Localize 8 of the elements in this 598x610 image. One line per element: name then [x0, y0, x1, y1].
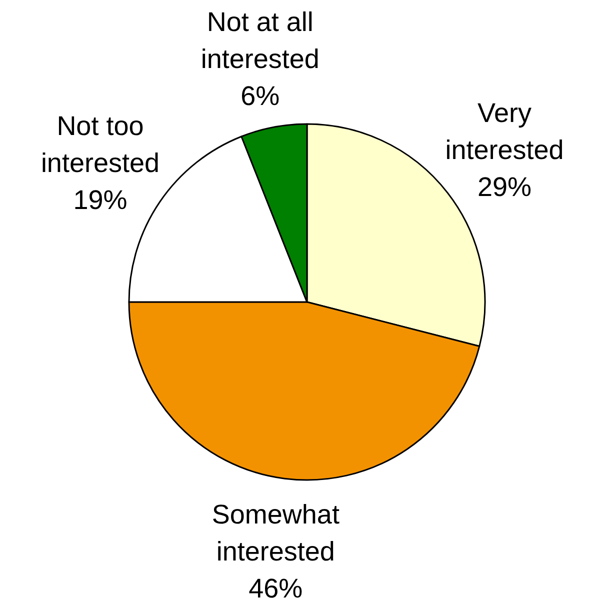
data-label: 6% [240, 80, 280, 111]
data-label: 46% [248, 573, 303, 604]
slice-label: Not at all interested [200, 6, 320, 74]
data-label: 19% [73, 184, 128, 215]
data-label: 29% [478, 172, 532, 202]
slice-label: Not too interested [40, 110, 160, 178]
slice-label: Very interested [445, 98, 564, 166]
slice-label: Somewhat interested [212, 499, 340, 566]
